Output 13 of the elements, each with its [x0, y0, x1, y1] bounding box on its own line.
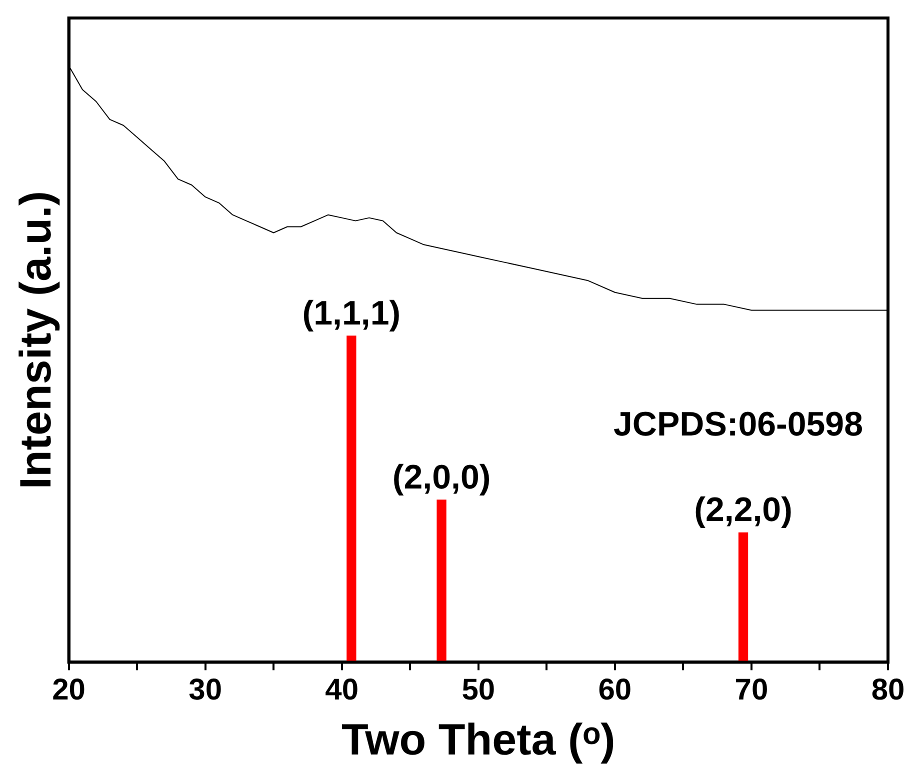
x-tick-label: 50: [462, 673, 496, 706]
x-tick-label: 30: [188, 673, 222, 706]
annotation: (2,0,0): [392, 458, 491, 496]
x-tick-label: 60: [598, 673, 632, 706]
x-axis-title: Two Theta (ᵒ): [341, 716, 616, 765]
y-axis-title: Intensity (a.u.): [12, 190, 61, 490]
annotation: (1,1,1): [302, 294, 401, 332]
x-tick-label: 40: [325, 673, 359, 706]
annotation: JCPDS:06-0598: [614, 406, 863, 444]
x-tick-label: 80: [871, 673, 905, 706]
annotation: (2,2,0): [694, 491, 792, 530]
x-tick-label: 20: [52, 673, 86, 706]
x-tick-label: 70: [734, 673, 768, 706]
